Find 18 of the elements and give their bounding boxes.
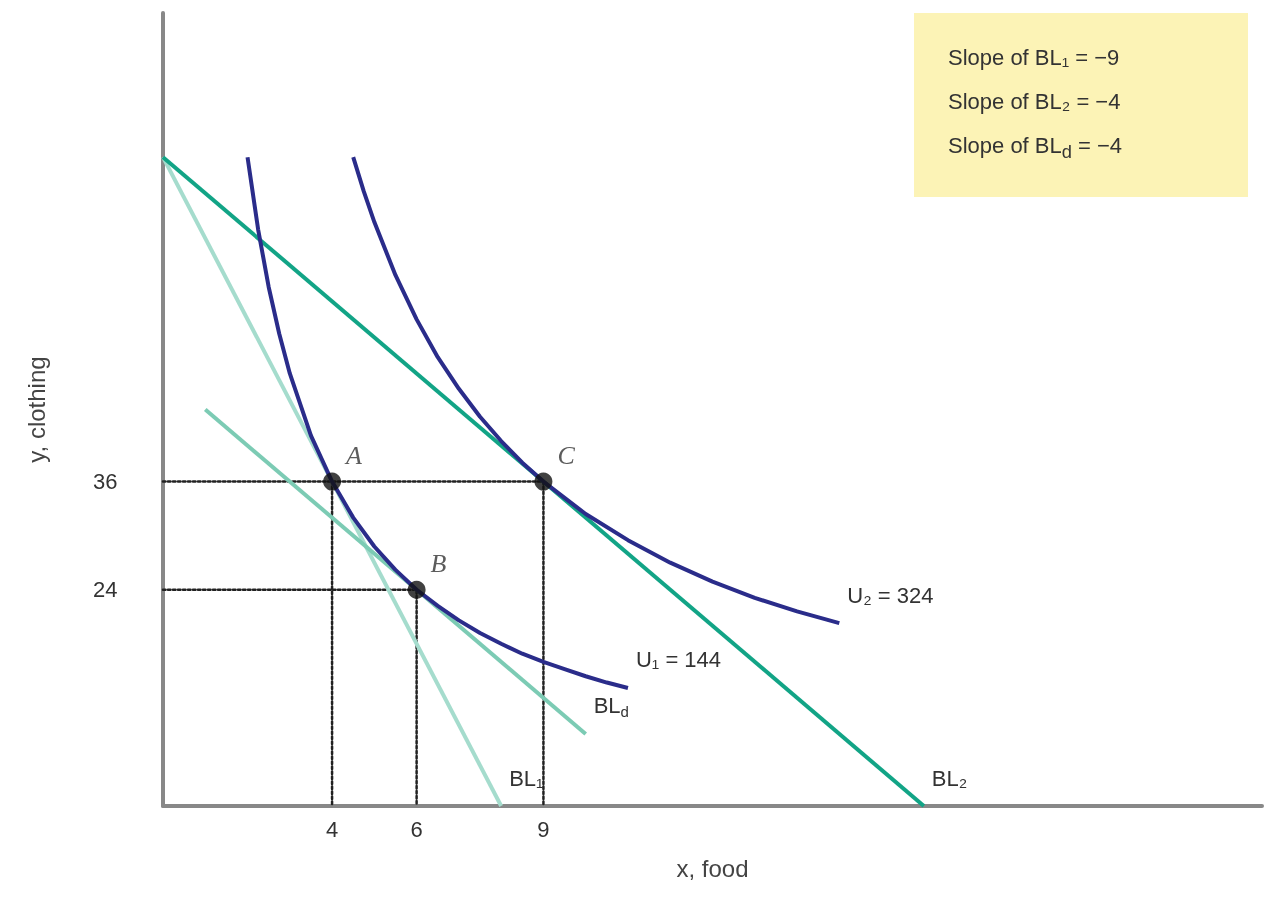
x-axis-title: x, food bbox=[676, 854, 749, 882]
annotation: Slope of BL₂ = −4 bbox=[948, 88, 1122, 116]
x-tick-label: 9 bbox=[537, 816, 550, 842]
y-axis-title: y, clothing bbox=[22, 356, 50, 463]
y-tick-label: 24 bbox=[93, 577, 118, 603]
series-label: A bbox=[344, 441, 363, 471]
x-tick-label: 4 bbox=[325, 816, 339, 842]
series-label: BL₁ bbox=[509, 765, 544, 791]
annotation: Slope of BL$_{d}$ = −4 bbox=[948, 132, 1124, 165]
y-tick-label: 36 bbox=[93, 469, 118, 495]
series-label: B bbox=[430, 549, 447, 579]
series-label: C bbox=[557, 441, 576, 471]
series-label: BL₂ bbox=[931, 765, 968, 791]
series-label: U₂ = 324 bbox=[847, 582, 934, 608]
note-box: Slope of BL₁ = −9 Slope of BL₂ = −4 Slope of BL$_{d}$ = −4 bbox=[914, 13, 1248, 198]
annotation: Slope of BL₁ = −9 bbox=[948, 44, 1121, 72]
series-label: U₁ = 144 bbox=[635, 647, 722, 673]
x-tick-label: 6 bbox=[410, 816, 423, 842]
